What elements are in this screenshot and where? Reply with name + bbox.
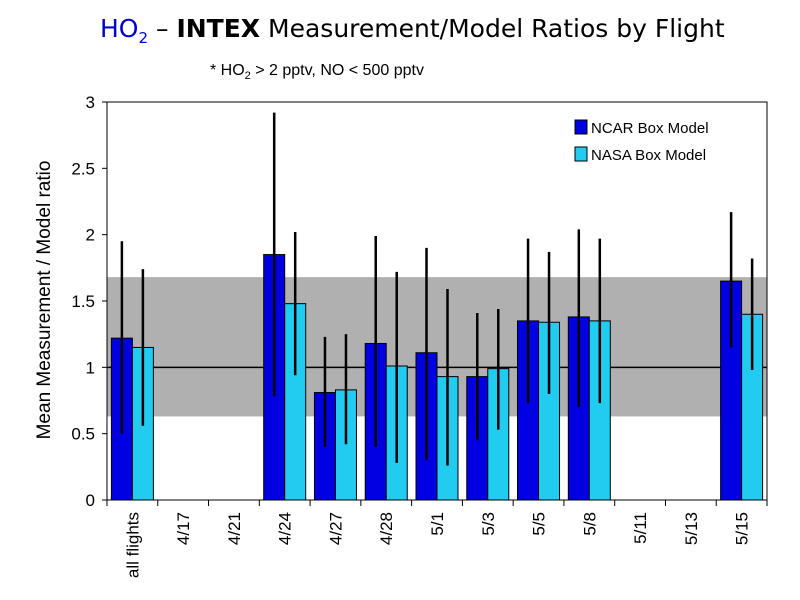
x-tick-label: 5/5 (530, 512, 549, 536)
legend-swatch (574, 146, 588, 162)
y-tick-label: 2 (86, 226, 95, 245)
title-species: HO2 (100, 14, 149, 47)
title-campaign: INTEX (176, 14, 261, 43)
legend: NCAR Box Model NASA Box Model (574, 119, 709, 164)
x-tick-label: 4/24 (276, 512, 295, 545)
x-tick-label: 5/3 (479, 512, 498, 536)
legend-label: NCAR Box Model (591, 120, 709, 137)
y-tick-label: 0 (86, 491, 95, 510)
y-tick-label: 1.5 (71, 292, 95, 311)
x-tick-label: 5/8 (580, 512, 599, 536)
x-tick-label: 4/17 (174, 512, 193, 545)
x-tick-label: 4/28 (377, 512, 396, 545)
y-tick-label: 1 (86, 358, 95, 377)
legend-label: NASA Box Model (591, 147, 706, 164)
x-tick-label: 4/27 (326, 512, 345, 545)
y-tick-label: 3 (86, 93, 95, 112)
x-tick-label: 5/1 (428, 512, 447, 536)
y-axis-label: Mean Measurement / Model ratio (34, 161, 55, 440)
y-tick-label: 2.5 (71, 159, 95, 178)
legend-swatch (574, 119, 588, 135)
x-tick-label: all flights (123, 512, 142, 578)
y-tick-label: 0.5 (71, 425, 95, 444)
x-tick-label: 5/11 (631, 512, 650, 544)
chart-title: HO2 – INTEX Measurement/Model Ratios by … (100, 14, 725, 47)
x-tick-label: 5/13 (682, 512, 701, 545)
x-tick-label: 4/21 (225, 512, 244, 545)
x-tick-label: 5/15 (733, 512, 752, 545)
chart-subtitle: * HO2 > 2 pptv, NO < 500 pptv (210, 62, 424, 83)
